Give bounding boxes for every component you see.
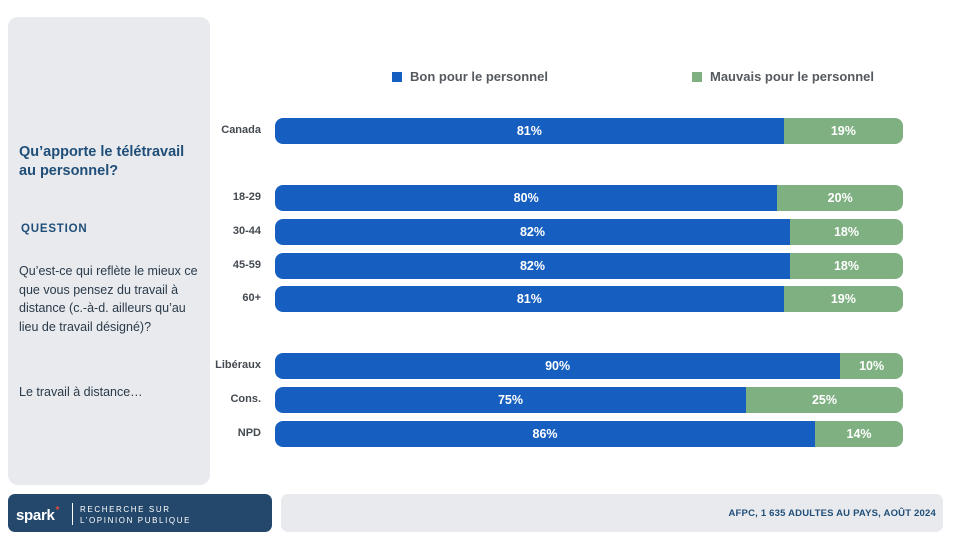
category-label-canada: Canada [221,124,261,136]
source-note: AFPC, 1 635 ADULTES AU PAYS, AOÛT 2024 [728,508,936,519]
bar-row-cons: 75% 25% [275,387,903,413]
data-label: 18% [833,225,859,239]
bar-segment-bad-npd: 14% [815,421,903,447]
footer-bar [281,494,943,532]
question-text: Qu’est-ce qui reflète le mieux ce que vo… [19,264,198,334]
question-label: QUESTION [21,223,88,235]
bar-segment-bad-45-59: 18% [789,253,903,279]
data-label: 25% [811,393,838,407]
legend-label-bad: Mauvais pour le personnel [710,69,874,84]
data-label: 80% [513,191,539,205]
bar-segment-bad-18-29: 20% [777,185,903,211]
bar-row-canada: 81% 19% [275,118,903,144]
bar-segment-bad-30-44: 18% [789,219,903,245]
data-label: 90% [545,359,571,373]
bar-row-liberaux: 90% 10% [275,353,903,379]
data-label: 14% [846,427,872,441]
bar-segment-good-canada: 81% [275,118,784,144]
data-label: 19% [830,292,856,306]
brand-star-icon: * [55,505,60,516]
bar-segment-good-liberaux: 90% [275,353,841,379]
brand-tagline-line2: L’OPINION PUBLIQUE [80,515,192,525]
legend-swatch-bad [692,71,702,82]
bar-segment-bad-60: 19% [783,286,903,312]
legend-label-good: Bon pour le personnel [410,69,548,84]
legend-item-good: Bon pour le personnel [392,69,548,84]
side-panel [8,17,210,485]
bar-segment-good-30-44: 82% [275,219,790,245]
category-label-45-59: 45-59 [232,259,261,271]
brand-bar [8,494,272,532]
bar-segment-good-npd: 86% [275,421,816,447]
legend-swatch-good [392,71,402,82]
data-label: 81% [516,124,542,138]
category-label-18-29: 18-29 [232,191,261,203]
bar-segment-bad-liberaux: 10% [840,353,903,379]
spark-logo: spark* [16,505,60,524]
data-label: 19% [830,124,856,138]
bar-segment-bad-cons: 25% [746,387,903,413]
brand-divider [72,503,73,525]
category-label-npd: NPD [237,427,261,439]
bar-row-60: 81% 19% [275,286,903,312]
data-label: 82% [519,225,545,239]
brand-tagline-line1: RECHERCHE SUR [80,505,171,514]
bar-segment-good-60: 81% [275,286,784,312]
question-lead: Le travail à distance… [19,385,143,399]
data-label: 81% [516,292,542,306]
data-label: 20% [827,191,853,205]
brand-name: spark [16,507,55,524]
bar-row-npd: 86% 14% [275,421,903,447]
bar-segment-good-45-59: 82% [275,253,790,279]
legend-item-bad: Mauvais pour le personnel [692,69,874,84]
data-label: 82% [519,259,545,273]
bar-row-18-29: 80% 20% [275,185,903,211]
brand-tagline: RECHERCHE SUR L’OPINION PUBLIQUE [80,505,191,526]
bar-row-45-59: 82% 18% [275,253,903,279]
category-label-30-44: 30-44 [232,225,261,237]
bar-segment-good-18-29: 80% [275,185,778,211]
data-label: 75% [497,393,524,407]
category-label-cons: Cons. [230,393,261,405]
data-label: 86% [532,427,558,441]
category-label-liberaux: Libéraux [215,359,261,371]
bar-segment-bad-canada: 19% [783,118,903,144]
slide-title: Qu’apporte le télétravail au personnel? [19,144,185,179]
data-label: 10% [859,359,885,373]
bar-segment-good-cons: 75% [275,387,746,413]
category-label-60: 60+ [242,292,261,304]
bar-row-30-44: 82% 18% [275,219,903,245]
data-label: 18% [833,259,859,273]
